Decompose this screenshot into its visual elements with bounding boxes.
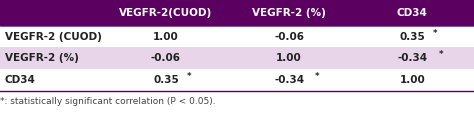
Text: 1.00: 1.00 — [400, 75, 425, 85]
Bar — [351, 69, 474, 91]
Bar — [351, 0, 474, 26]
Bar — [104, 0, 228, 26]
Text: *: * — [315, 72, 319, 81]
Text: -0.06: -0.06 — [274, 32, 304, 42]
Bar — [228, 0, 351, 26]
Text: CD34: CD34 — [5, 75, 36, 85]
Text: VEGFR-2 (%): VEGFR-2 (%) — [252, 8, 326, 18]
Bar — [104, 26, 228, 47]
Bar — [228, 47, 351, 69]
Text: 0.35: 0.35 — [153, 75, 179, 85]
Text: -0.34: -0.34 — [274, 75, 304, 85]
Text: CD34: CD34 — [397, 8, 428, 18]
Bar — [0, 26, 104, 47]
Text: -0.34: -0.34 — [397, 53, 428, 63]
Text: VEGFR-2 (%): VEGFR-2 (%) — [5, 53, 79, 63]
Text: 1.00: 1.00 — [153, 32, 179, 42]
Text: *: * — [438, 50, 443, 59]
Bar — [0, 47, 104, 69]
Text: VEGFR-2 (CUOD): VEGFR-2 (CUOD) — [5, 32, 101, 42]
Text: *: * — [187, 72, 191, 81]
Bar — [0, 69, 104, 91]
Bar — [351, 47, 474, 69]
Bar — [228, 69, 351, 91]
Text: 0.35: 0.35 — [400, 32, 425, 42]
Text: *: statistically significant correlation (P < 0.05).: *: statistically significant correlation… — [0, 97, 216, 106]
Text: VEGFR-2(CUOD): VEGFR-2(CUOD) — [119, 8, 212, 18]
Text: *: * — [433, 29, 438, 38]
Text: 1.00: 1.00 — [276, 53, 302, 63]
Bar — [104, 47, 228, 69]
Bar — [104, 69, 228, 91]
Bar — [0, 0, 104, 26]
Text: -0.06: -0.06 — [151, 53, 181, 63]
Bar — [351, 26, 474, 47]
Bar — [228, 26, 351, 47]
